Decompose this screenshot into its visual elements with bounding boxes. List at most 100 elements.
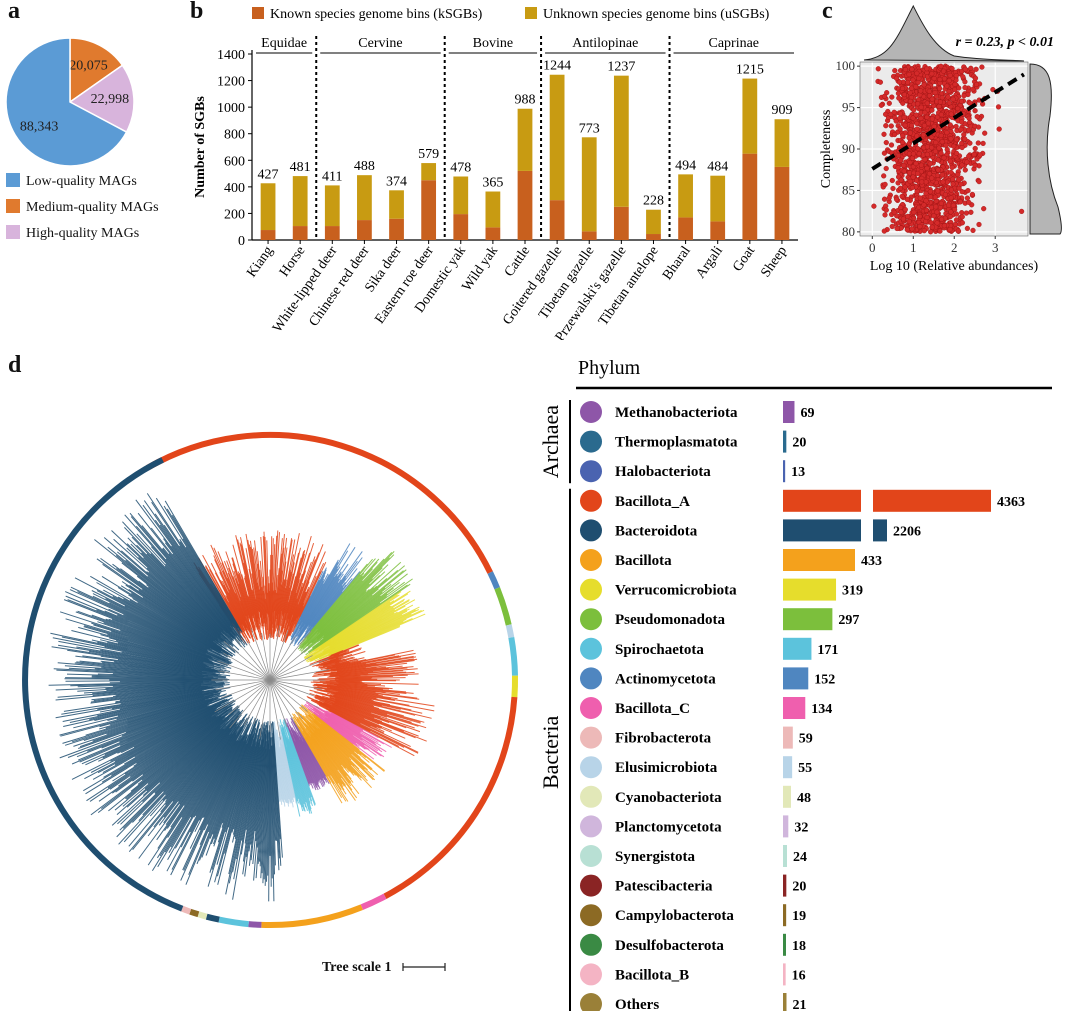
scatter-point	[962, 137, 967, 142]
domain-label: Archaea	[538, 405, 563, 479]
scatter-point	[956, 229, 961, 234]
scatter-point	[903, 185, 908, 190]
scatter-point	[919, 180, 924, 185]
bar-total-label: 988	[515, 93, 536, 108]
phylum-value-label: 21	[792, 998, 806, 1011]
scatter-point	[936, 158, 941, 163]
scatter-point	[901, 163, 906, 168]
scatter-point	[944, 143, 949, 148]
scatter-point	[914, 134, 919, 139]
scatter-point	[900, 86, 905, 91]
scatter-point	[930, 225, 935, 230]
bar-unknown	[582, 137, 597, 231]
phylum-label: Thermoplasmatota	[615, 435, 738, 451]
scatter-point	[948, 227, 953, 232]
bar-unknown	[485, 192, 500, 228]
phylum-dot	[580, 519, 602, 541]
bar-unknown	[261, 183, 276, 230]
x-tick-label: Sheep	[758, 244, 790, 281]
scatter-point	[919, 105, 924, 110]
scatter-point	[937, 104, 942, 109]
bar-unknown	[453, 176, 468, 214]
phylum-bar-continued	[873, 490, 991, 512]
scatter-point	[973, 76, 978, 81]
y-tick-label: 800	[224, 128, 245, 143]
x-tick-label: 3	[992, 240, 999, 255]
bar-known	[646, 234, 661, 240]
scatter-point	[896, 165, 901, 170]
scatter-point	[973, 163, 978, 168]
scatter-point	[946, 95, 951, 100]
scatter-point	[889, 124, 894, 129]
phylum-dot	[580, 697, 602, 719]
scatter-point	[923, 157, 928, 162]
scatter-point	[980, 65, 985, 70]
bar-total-label: 1215	[736, 63, 764, 78]
scatter-point	[948, 210, 953, 215]
scatter-point	[919, 116, 924, 121]
phylum-bar	[783, 934, 786, 956]
scatter-point	[903, 67, 908, 72]
legend-swatch	[6, 199, 20, 213]
phylum-dot	[580, 431, 602, 453]
scatter-point	[891, 186, 896, 191]
bar-known	[582, 231, 597, 240]
y-tick-label: 1200	[217, 75, 245, 90]
scatter-point	[892, 210, 897, 215]
scatter-point	[908, 131, 913, 136]
phylum-value-label: 55	[798, 761, 812, 776]
scatter-point	[950, 165, 955, 170]
tree-scale-label: Tree scale 1	[322, 960, 391, 975]
scatter-point	[928, 161, 933, 166]
phylum-bar	[783, 904, 786, 926]
y-tick-label: 600	[224, 154, 245, 169]
bar-total-label: 494	[675, 158, 696, 173]
scatter-point	[977, 179, 982, 184]
group-label: Cervine	[358, 36, 402, 51]
group-label: Bovine	[473, 36, 513, 51]
scatter-point	[977, 222, 982, 227]
scatter-point	[978, 153, 983, 158]
scatter-point	[908, 99, 913, 104]
scatter-point	[914, 71, 919, 76]
scatter-point	[939, 201, 944, 206]
scatter-point	[915, 146, 920, 151]
scatter-point	[942, 76, 947, 81]
scatter-point	[933, 195, 938, 200]
phylum-dot	[580, 460, 602, 482]
scatter-point	[918, 89, 923, 94]
scatter-point	[911, 151, 916, 156]
phylum-bar	[783, 431, 786, 453]
scatter-point	[879, 103, 884, 108]
scatter-point	[965, 226, 970, 231]
phylum-dot	[580, 401, 602, 423]
scatter-point	[902, 169, 907, 174]
scatter-point	[933, 140, 938, 145]
scatter-point	[887, 196, 892, 201]
scatter-point	[966, 128, 971, 133]
phylum-dot	[580, 727, 602, 749]
scatter-point	[955, 172, 960, 177]
x-axis-label: Log 10 (Relative abundances)	[870, 259, 1039, 274]
scatter-point	[947, 78, 952, 83]
tree-ring-segment	[509, 625, 512, 638]
phylum-value-label: 19	[792, 909, 806, 924]
phylum-bar	[783, 786, 791, 808]
x-tick-label: Goat	[730, 244, 758, 275]
scatter-point	[911, 210, 916, 215]
scatter-point	[872, 204, 877, 209]
tree-scale-bar	[401, 962, 449, 972]
phylum-value-label: 433	[861, 554, 882, 569]
legend-swatch-unknown	[525, 7, 537, 19]
scatter-point	[981, 141, 986, 146]
group-label: Antilopinae	[572, 36, 638, 51]
scatter-point	[974, 67, 979, 72]
legend-swatch	[6, 173, 20, 187]
group-label: Equidae	[261, 36, 307, 51]
scatter-point	[1019, 209, 1024, 214]
legend-swatch	[6, 225, 20, 239]
scatter-point	[902, 92, 907, 97]
y-tick-label: 80	[842, 224, 855, 239]
bar-total-label: 481	[290, 160, 311, 175]
